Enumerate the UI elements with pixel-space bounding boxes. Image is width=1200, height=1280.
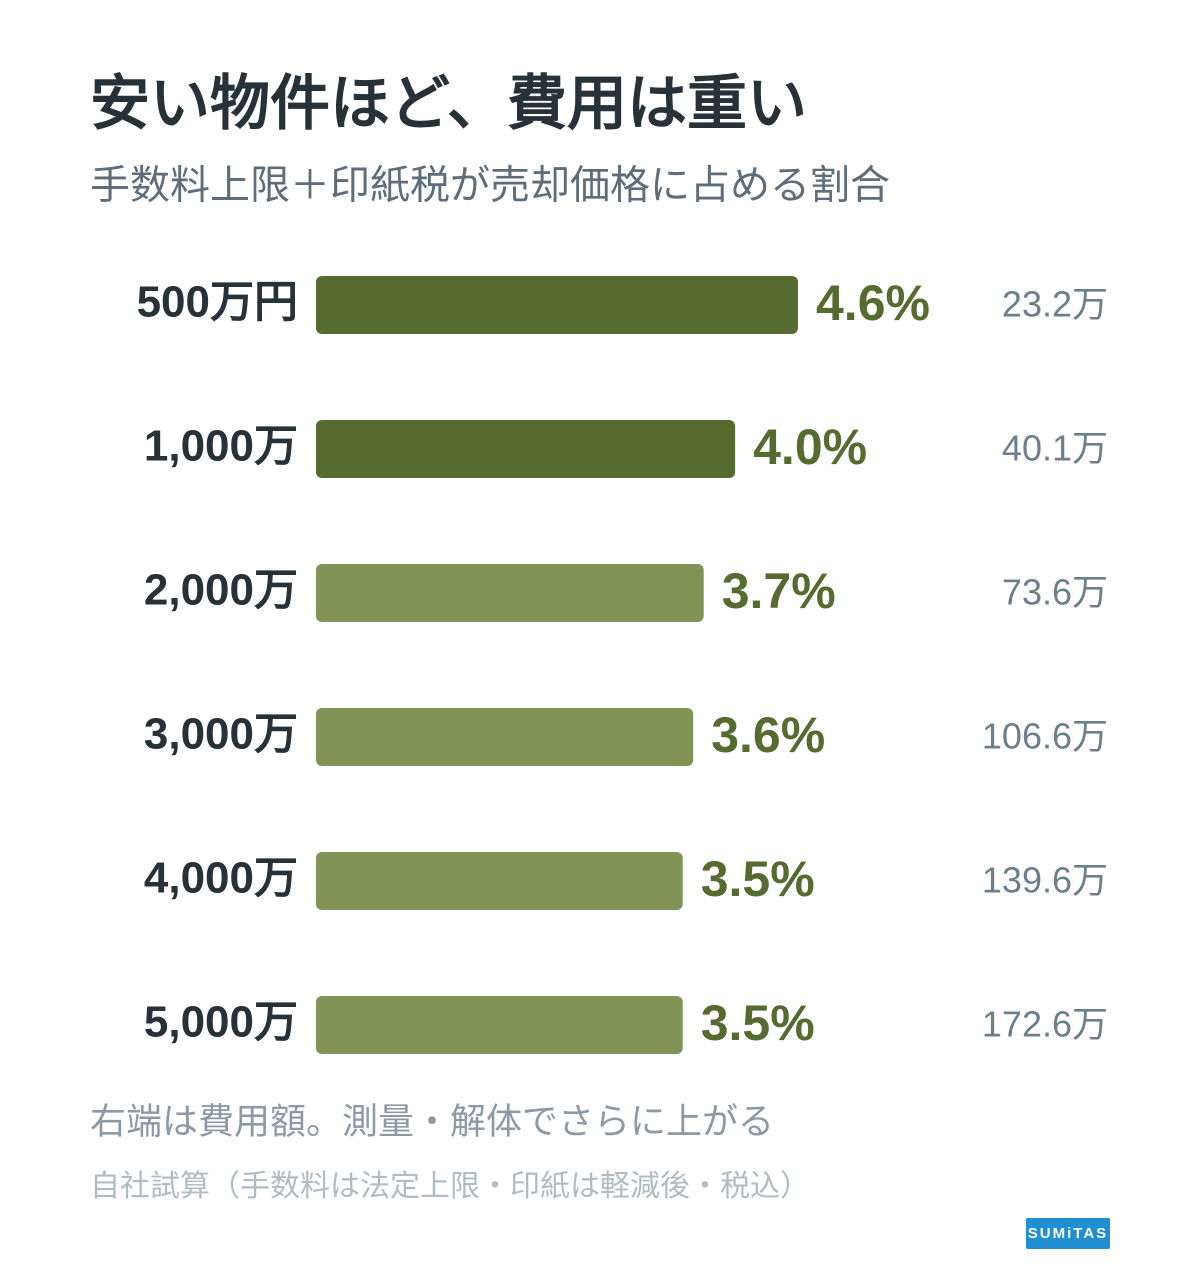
category-label: 1,000万	[144, 422, 298, 471]
value-label: 4.0%	[753, 419, 867, 475]
value-label: 4.6%	[816, 275, 930, 331]
category-label: 500万円	[137, 278, 298, 327]
value-label: 3.6%	[711, 707, 825, 763]
bar	[316, 852, 683, 910]
bar	[316, 564, 704, 622]
bar	[316, 276, 798, 334]
amount-label: 23.2万	[1002, 284, 1108, 325]
amount-label: 172.6万	[982, 1004, 1108, 1045]
footnote: 右端は費用額。測量・解体でさらに上がる	[90, 1101, 774, 1142]
value-label: 3.7%	[722, 563, 836, 619]
value-label: 3.5%	[701, 851, 815, 907]
amount-label: 106.6万	[982, 716, 1108, 757]
chart-subtitle: 手数料上限＋印紙税が売却価格に占める割合	[90, 164, 890, 208]
amount-label: 139.6万	[982, 860, 1108, 901]
chart-title: 安い物件ほど、費用は重い	[90, 70, 807, 137]
category-label: 4,000万	[144, 854, 298, 903]
logo: SUMiTAS	[1028, 1225, 1108, 1242]
bar	[316, 420, 736, 478]
bar	[316, 996, 683, 1054]
footnote: 自社試算（手数料は法定上限・印紙は軽減後・税込）	[90, 1170, 810, 1203]
bar	[316, 708, 694, 766]
amount-label: 40.1万	[1002, 428, 1108, 469]
value-label: 3.5%	[701, 995, 815, 1051]
amount-label: 73.6万	[1002, 572, 1108, 613]
logo-box	[1026, 1218, 1110, 1249]
category-label: 5,000万	[144, 998, 298, 1047]
category-label: 2,000万	[144, 566, 298, 615]
category-label: 3,000万	[144, 710, 298, 759]
